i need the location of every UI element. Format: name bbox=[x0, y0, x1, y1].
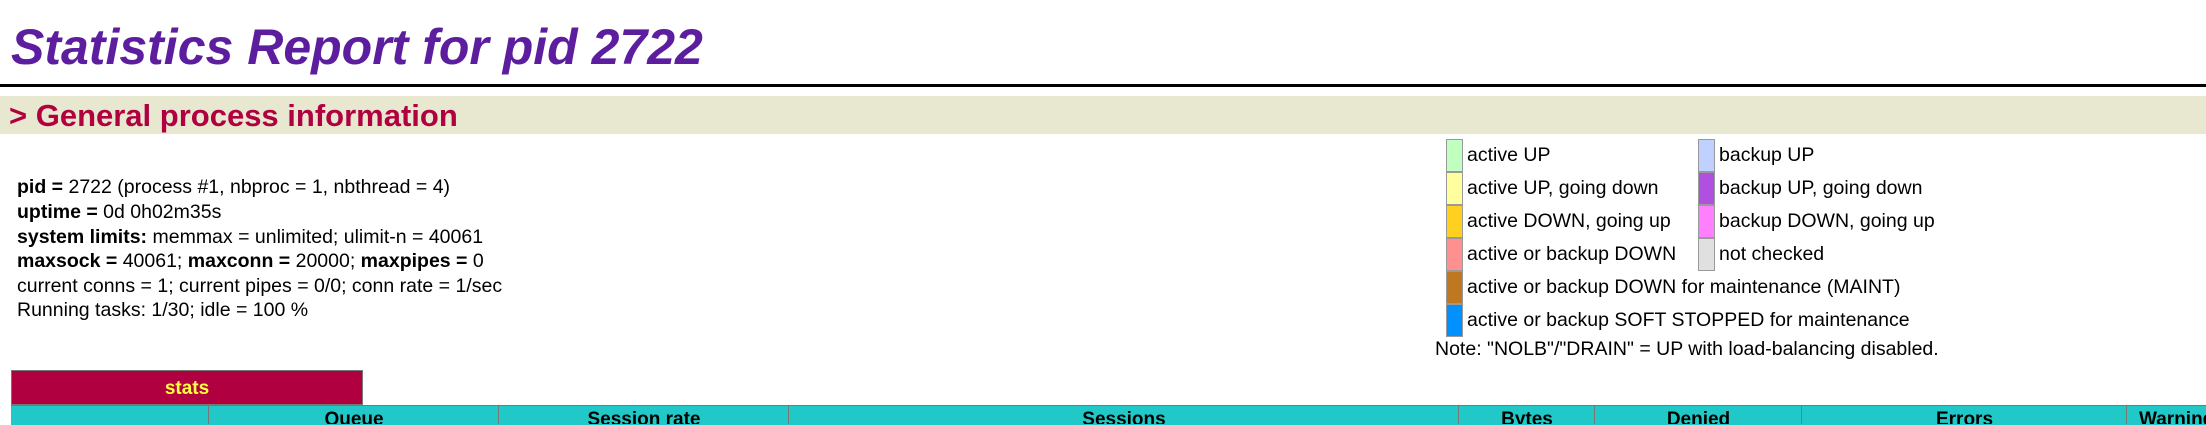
legend-label: active or backup DOWN bbox=[1467, 243, 1677, 265]
legend-label: backup UP bbox=[1719, 144, 1815, 166]
info-line: uptime = 0d 0h02m35s bbox=[17, 201, 221, 224]
legend-swatch bbox=[1698, 172, 1715, 205]
column-header: Session rate bbox=[498, 405, 789, 424]
column-header: Errors bbox=[1801, 405, 2127, 424]
info-line: current conns = 1; current pipes = 0/0; … bbox=[17, 275, 502, 298]
info-text: current conns = 1; current pipes = 0/0; … bbox=[17, 275, 503, 297]
info-text: memmax = unlimited; ulimit-n = 40061 bbox=[152, 226, 484, 248]
legend-swatch bbox=[1446, 238, 1463, 271]
column-header: Sessions bbox=[788, 405, 1459, 424]
legend-swatch bbox=[1698, 139, 1715, 172]
info-line: pid = 2722 (process #1, nbproc = 1, nbth… bbox=[17, 176, 450, 199]
title: Statistics Report for pid 2722 bbox=[11, 19, 703, 75]
info-line: system limits: memmax = unlimited; ulimi… bbox=[17, 226, 483, 249]
legend-label: not checked bbox=[1719, 243, 1825, 265]
column-header: Denied bbox=[1594, 405, 1802, 424]
legend-label: backup DOWN, going up bbox=[1719, 210, 1935, 232]
info-text: system limits: bbox=[17, 226, 153, 248]
info-text: Running tasks: 1/30; idle = 100 % bbox=[17, 299, 309, 321]
info-text: maxsock = bbox=[17, 250, 123, 272]
legend-label: active DOWN, going up bbox=[1467, 210, 1671, 232]
column-header: Warnings bbox=[2126, 405, 2206, 424]
legend-swatch bbox=[1446, 172, 1463, 205]
info-text: 0d 0h02m35s bbox=[103, 201, 222, 223]
column-header: Bytes bbox=[1458, 405, 1595, 424]
legend-label: active UP bbox=[1467, 144, 1551, 166]
info-text: 20000; bbox=[295, 250, 361, 272]
info-text: 40061; bbox=[122, 250, 188, 272]
legend-label: active UP, going down bbox=[1467, 177, 1659, 199]
note: Note: "NOLB"/"DRAIN" = UP with load-bala… bbox=[1435, 338, 1939, 360]
legend-label: active or backup DOWN for maintenance (M… bbox=[1467, 276, 1901, 298]
legend-swatch bbox=[1446, 271, 1463, 304]
legend-swatch bbox=[1698, 238, 1715, 271]
info-text: pid = bbox=[17, 176, 69, 198]
legend-swatch bbox=[1446, 205, 1463, 238]
legend-swatch bbox=[1446, 139, 1463, 172]
info-line: Running tasks: 1/30; idle = 100 % bbox=[17, 299, 308, 322]
legend-swatch bbox=[1698, 205, 1715, 238]
column-header: Queue bbox=[208, 405, 499, 424]
rule bbox=[0, 84, 2206, 87]
info-text: uptime = bbox=[17, 201, 104, 223]
info-text: 2722 (process #1, nbproc = 1, nbthread =… bbox=[68, 176, 451, 198]
legend-label: backup UP, going down bbox=[1719, 177, 1923, 199]
info-text: maxpipes = bbox=[360, 250, 473, 272]
legend-swatch bbox=[1446, 304, 1463, 337]
section-bar bbox=[0, 96, 2206, 134]
table-header bbox=[11, 405, 2206, 425]
info-text: maxconn = bbox=[187, 250, 296, 272]
info-text: 0 bbox=[472, 250, 484, 272]
legend-label: active or backup SOFT STOPPED for mainte… bbox=[1467, 309, 1910, 331]
info-line: maxsock = 40061; maxconn = 20000; maxpip… bbox=[17, 250, 484, 273]
section-title: > General process information bbox=[9, 98, 458, 133]
proxy-tab[interactable]: stats bbox=[11, 370, 363, 405]
